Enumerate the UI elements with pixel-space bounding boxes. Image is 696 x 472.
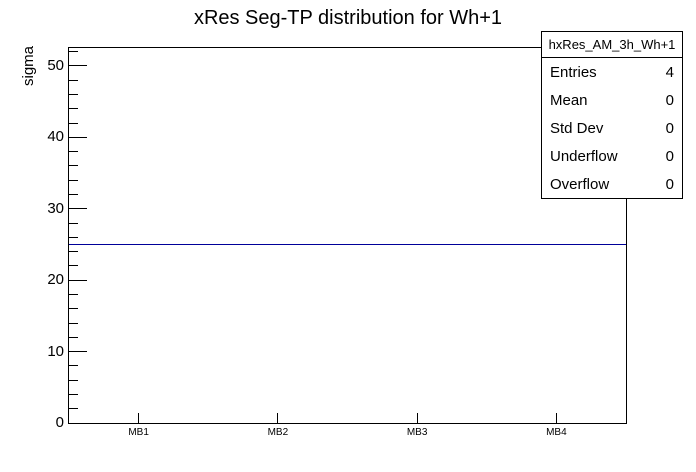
y-minor-tick xyxy=(69,393,78,395)
plot-frame xyxy=(68,47,627,424)
y-minor-tick xyxy=(69,308,78,310)
stats-box: hxRes_AM_3h_Wh+1 Entries 4 Mean 0 Std De… xyxy=(541,31,683,199)
stats-rows: Entries 4 Mean 0 Std Dev 0 Underflow 0 O… xyxy=(542,58,682,198)
y-minor-tick xyxy=(69,293,78,295)
y-minor-tick xyxy=(69,379,78,381)
y-minor-tick xyxy=(69,51,78,53)
stats-label: Std Dev xyxy=(550,119,604,137)
y-minor-tick xyxy=(69,151,78,153)
stats-value: 0 xyxy=(665,175,674,193)
stats-box-title: hxRes_AM_3h_Wh+1 xyxy=(542,32,682,58)
y-minor-tick xyxy=(69,122,78,124)
stats-label: Overflow xyxy=(550,175,610,193)
y-major-tick xyxy=(69,65,87,67)
y-axis-title: sigma xyxy=(20,46,37,87)
plot-area: 0 10 20 30 40 50 MB1 MB2 MB3 MB4 xyxy=(47,48,626,438)
y-major-tick xyxy=(69,208,87,210)
y-tick-label: 20 xyxy=(47,271,64,289)
y-tick-label: 10 xyxy=(47,342,64,360)
stats-label: Underflow xyxy=(550,147,618,165)
stats-row-entries: Entries 4 xyxy=(542,58,682,86)
y-major-tick xyxy=(69,351,87,353)
y-minor-tick xyxy=(69,222,78,224)
x-tick-label: MB2 xyxy=(267,427,289,438)
stats-value: 4 xyxy=(665,63,674,81)
y-minor-tick xyxy=(69,93,78,95)
stats-value: 0 xyxy=(665,91,674,109)
stats-label: Entries xyxy=(550,63,597,81)
stats-row-overflow: Overflow 0 xyxy=(542,170,682,198)
y-minor-tick xyxy=(69,251,78,253)
y-tick-label: 0 xyxy=(55,414,64,431)
y-minor-tick xyxy=(69,236,78,238)
x-tick xyxy=(138,413,140,423)
y-major-tick xyxy=(69,136,87,138)
x-tick-label: MB1 xyxy=(128,427,149,438)
stats-row-mean: Mean 0 xyxy=(542,86,682,114)
y-minor-tick xyxy=(69,408,78,410)
y-major-tick xyxy=(69,279,87,281)
y-minor-tick xyxy=(69,265,78,267)
histogram-line xyxy=(69,243,626,245)
y-major-tick xyxy=(69,422,87,424)
y-minor-tick xyxy=(69,193,78,195)
y-minor-tick xyxy=(69,165,78,167)
x-tick xyxy=(555,413,557,423)
stats-value: 0 xyxy=(665,119,674,137)
y-minor-tick xyxy=(69,108,78,110)
y-minor-tick xyxy=(69,179,78,181)
y-tick-label: 40 xyxy=(47,128,64,146)
x-tick-label: MB3 xyxy=(406,427,428,438)
y-tick-label: 50 xyxy=(47,56,64,74)
x-tick-label: MB4 xyxy=(546,427,567,438)
y-minor-tick xyxy=(69,322,78,324)
stats-row-stddev: Std Dev 0 xyxy=(542,114,682,142)
stats-label: Mean xyxy=(550,91,588,109)
x-tick xyxy=(277,413,279,423)
y-minor-tick xyxy=(69,79,78,81)
y-minor-tick xyxy=(69,336,78,338)
stats-row-underflow: Underflow 0 xyxy=(542,142,682,170)
y-tick-label: 30 xyxy=(47,199,64,217)
x-tick xyxy=(416,413,418,423)
stats-value: 0 xyxy=(665,147,674,165)
plot-title: xRes Seg-TP distribution for Wh+1 xyxy=(193,7,503,29)
y-minor-tick xyxy=(69,365,78,367)
